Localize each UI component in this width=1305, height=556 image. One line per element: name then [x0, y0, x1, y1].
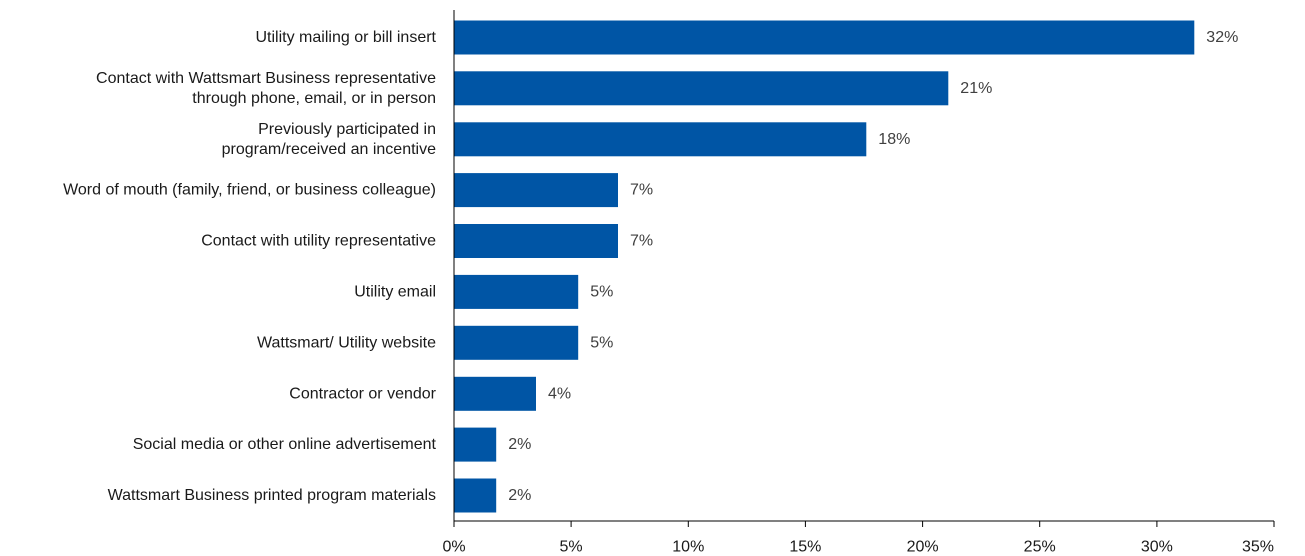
data-label: 5% — [590, 283, 613, 300]
data-label: 21% — [960, 80, 992, 97]
bars-group — [454, 20, 1195, 513]
data-label: 7% — [630, 182, 653, 199]
bar — [454, 274, 579, 309]
data-label: 2% — [508, 436, 531, 453]
category-label: Contractor or vendor — [289, 385, 436, 402]
x-ticks-group: 0% 5% 10% 15% 20% 25% 30% 35% — [442, 521, 1275, 556]
data-label: 18% — [878, 131, 910, 148]
category-label: Social media or other online advertiseme… — [133, 436, 437, 453]
data-label: 2% — [508, 487, 531, 504]
x-tick-label: 15% — [789, 539, 821, 556]
category-labels-group: Utility mailing or bill insert Contact wi… — [63, 29, 437, 504]
category-label: Wattsmart/ Utility website — [257, 334, 436, 351]
data-label: 5% — [590, 334, 613, 351]
value-labels-group: 32% 21% 18% 7% 7% 5% 5% 4% 2% 2% — [508, 29, 1238, 504]
x-tick-label: 10% — [672, 539, 704, 556]
bar — [454, 173, 618, 208]
bar — [454, 71, 949, 106]
category-label: Wattsmart Business printed program mater… — [108, 487, 436, 504]
x-tick-label: 25% — [1024, 539, 1056, 556]
x-tick-label: 5% — [560, 539, 583, 556]
category-label: Previously participated in — [258, 121, 436, 138]
x-tick-label: 35% — [1242, 539, 1274, 556]
category-label: through phone, email, or in person — [192, 90, 436, 107]
category-label: Contact with utility representative — [201, 233, 436, 250]
bar — [454, 478, 497, 513]
bar — [454, 20, 1195, 55]
axes-group — [453, 10, 1274, 522]
bar — [454, 376, 536, 411]
bar — [454, 325, 579, 360]
bar — [454, 122, 867, 157]
category-label: Utility email — [354, 283, 436, 300]
category-label: program/received an incentive — [222, 141, 436, 158]
bar — [454, 224, 618, 258]
category-label: Contact with Wattsmart Business represen… — [96, 70, 436, 87]
data-label: 4% — [548, 385, 571, 402]
x-tick-label: 30% — [1141, 539, 1173, 556]
data-label: 7% — [630, 233, 653, 250]
category-label: Utility mailing or bill insert — [256, 29, 437, 46]
bar — [454, 427, 497, 462]
x-tick-label: 20% — [907, 539, 939, 556]
category-label: Word of mouth (family, friend, or busine… — [63, 182, 436, 199]
data-label: 32% — [1206, 29, 1238, 46]
x-tick-label: 0% — [442, 539, 465, 556]
